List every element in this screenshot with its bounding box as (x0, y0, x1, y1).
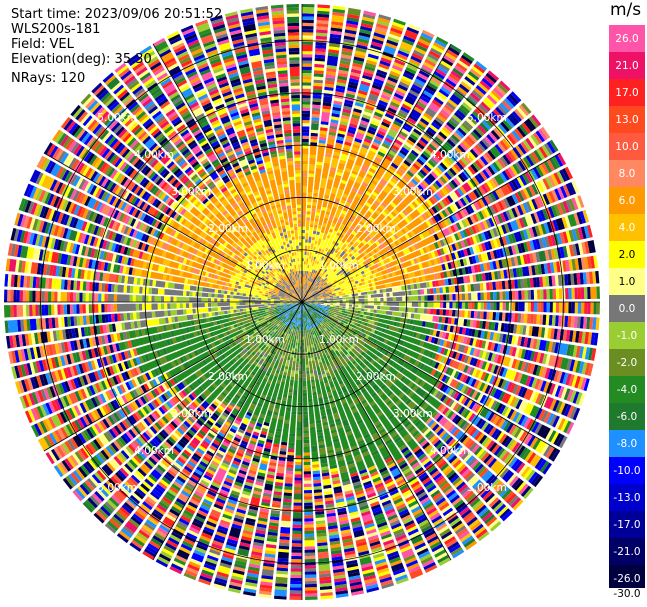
colorbar-band (609, 79, 645, 106)
colorbar-band (609, 187, 645, 214)
range-ring-label: 3.00km (171, 408, 211, 420)
range-ring-label: 5.00km (97, 482, 137, 494)
range-ring-label: 3.00km (171, 186, 211, 198)
azimuth-spokes (4, 4, 600, 600)
azimuth-spoke (301, 152, 561, 303)
range-ring-label: 4.00km (430, 445, 470, 457)
range-ring-label: 1.00km (245, 260, 285, 272)
start-time-text: Start time: 2023/09/06 20:51:52 (11, 7, 223, 22)
range-ring-label: 4.00km (430, 149, 470, 161)
colorbar-band (609, 268, 645, 295)
colorbar-tick-label: -26.0 (613, 573, 641, 585)
colorbar-band (609, 349, 645, 376)
azimuth-spoke (43, 301, 303, 452)
colorbar-tick-label: 17.0 (615, 87, 639, 99)
colorbar-tick-label: -17.0 (613, 519, 641, 531)
azimuth-spoke (152, 43, 303, 303)
range-ring-label: 5.00km (467, 482, 507, 494)
range-ring-label: 2.00km (356, 223, 396, 235)
colorbar-band (609, 565, 645, 592)
colorbar-unit: m/s (610, 0, 642, 20)
colorbar-tick-label: -21.0 (613, 546, 641, 558)
velocity-gate-group (18, 7, 601, 589)
colorbar-band (609, 430, 645, 457)
colorbar-band (609, 376, 645, 403)
range-ring-label: 1.00km (319, 260, 359, 272)
range-ring-label: 1.00km (319, 334, 359, 346)
azimuth-spoke (152, 301, 303, 561)
range-ring-labels: 1.00km 1.00km 1.00km 1.00km 2.00km 2.00km 2.00… (97, 112, 506, 494)
range-ring-label: 2.00km (208, 371, 248, 383)
colorbar-tick-label: 10.0 (615, 141, 639, 153)
colorbar-band (609, 52, 645, 79)
velocity-gate-group (17, 4, 597, 594)
colorbar-tick-label: 2.0 (618, 249, 636, 261)
velocity-gate-group (10, 6, 581, 594)
range-ring-label: 1.00km (245, 334, 285, 346)
colorbar-band (609, 295, 645, 322)
colorbar-band (609, 457, 645, 484)
colorbar-tick-label: -8.0 (616, 438, 638, 450)
colorbar-band (609, 511, 645, 538)
colorbar-band (609, 484, 645, 511)
colorbar-band (609, 25, 645, 52)
colorbar-band (609, 106, 645, 133)
azimuth-spoke (43, 152, 303, 303)
field-text: Field: VEL (11, 37, 74, 52)
colorbar-tick-label: -10.0 (613, 465, 641, 477)
colorbar-tick-label: -13.0 (613, 492, 641, 504)
azimuth-spoke (301, 301, 452, 561)
nrays-text: NRays: 120 (11, 71, 86, 86)
range-ring-label: 4.00km (134, 445, 174, 457)
range-ring-label: 5.00km (97, 112, 137, 124)
colorbar-band (609, 133, 645, 160)
colorbar-band (609, 214, 645, 241)
instrument-text: WLS200s-181 (11, 22, 101, 37)
colorbar-tick-label: -4.0 (616, 384, 638, 396)
colorbar-tick-label: 0.0 (618, 303, 636, 315)
range-ring-label: 2.00km (208, 223, 248, 235)
range-ring-label: 5.00km (467, 112, 507, 124)
colorbar-tick-label: -6.0 (616, 411, 638, 423)
colorbar-tick-label: 6.0 (618, 195, 636, 207)
colorbar-tick-label: -1.0 (616, 330, 638, 342)
range-ring-label: 3.00km (393, 186, 433, 198)
colorbar-band (609, 403, 645, 430)
range-ring-label: 3.00km (393, 408, 433, 420)
colorbar-band (609, 322, 645, 349)
range-ring-label: 4.00km (134, 149, 174, 161)
colorbar-band (609, 241, 645, 268)
colorbar-tick-label: 1.0 (618, 276, 636, 288)
colorbar-tick-label: -30.0 (609, 588, 645, 600)
colorbar-tick-label: -2.0 (616, 357, 638, 369)
velocity-gate-group (18, 7, 588, 597)
colorbar-tick-label: 26.0 (615, 33, 639, 45)
range-ring-label: 2.00km (356, 371, 396, 383)
colorbar-tick-label: 21.0 (615, 60, 639, 72)
colorbar-band (609, 538, 645, 565)
azimuth-spoke (301, 301, 561, 452)
elevation-text: Elevation(deg): 35.30 (11, 52, 152, 67)
colorbar-tick-label: 13.0 (615, 114, 639, 126)
colorbar-band (609, 160, 645, 187)
colorbar-tick-label: 4.0 (618, 222, 636, 234)
azimuth-spoke (301, 43, 452, 303)
colorbar-tick-label: 8.0 (618, 168, 636, 180)
